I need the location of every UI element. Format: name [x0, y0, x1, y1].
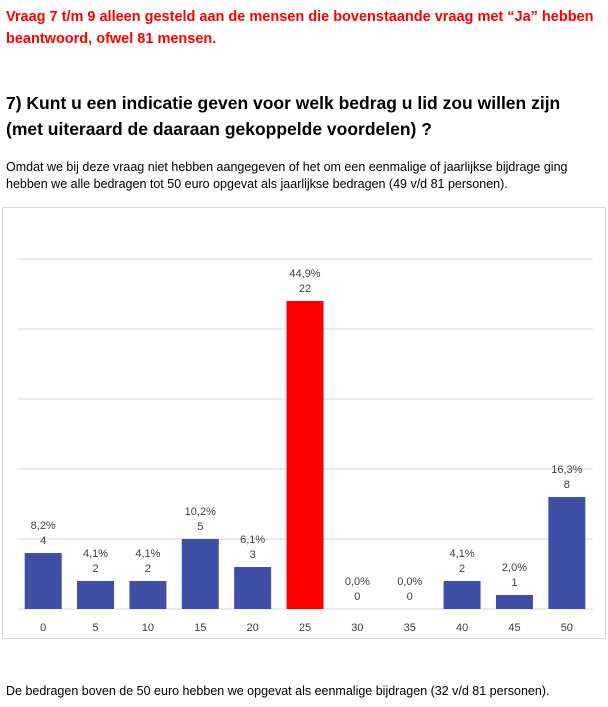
question-heading: 7) Kunt u een indicatie geven voor welk …	[6, 93, 561, 139]
bar-count-label-30: 0	[354, 591, 360, 603]
x-tick-label-0: 0	[40, 622, 46, 634]
bar-percent-label-40: 4,1%	[450, 548, 475, 560]
bar-percent-label-5: 4,1%	[83, 548, 108, 560]
x-tick-label-20: 20	[247, 622, 259, 634]
intro-paragraph: Omdat we bij deze vraag niet hebben aang…	[6, 160, 568, 191]
bar-percent-label-15: 10,2%	[185, 506, 216, 518]
x-tick-label-10: 10	[142, 622, 154, 634]
x-tick-label-5: 5	[92, 622, 98, 634]
bar-5	[77, 581, 115, 609]
bar-percent-label-25: 44,9%	[289, 268, 320, 280]
bar-25	[286, 301, 324, 609]
footer-paragraph: De bedragen boven de 50 euro hebben we o…	[6, 684, 550, 698]
bar-15	[181, 539, 219, 609]
bar-percent-label-10: 4,1%	[135, 548, 160, 560]
bar-count-label-45: 1	[511, 577, 517, 589]
bar-10	[129, 581, 167, 609]
bar-count-label-20: 3	[250, 549, 256, 561]
bar-45	[495, 595, 533, 609]
bar-count-label-0: 4	[40, 535, 46, 547]
x-tick-label-40: 40	[456, 622, 468, 634]
bar-20	[234, 567, 272, 609]
x-tick-label-30: 30	[351, 622, 363, 634]
bar-count-label-15: 5	[197, 521, 203, 533]
intro-text: Vraag 7 t/m 9 alleen gesteld aan de mens…	[6, 9, 594, 47]
bar-percent-label-30: 0,0%	[345, 576, 370, 588]
chart-frame: 8,2% 4 0 4,1% 2 5 4,1% 2 10 10,2% 5 15 6,1% 3 20 44,9% 2…	[2, 207, 606, 639]
bar-count-label-35: 0	[407, 591, 413, 603]
x-tick-label-45: 45	[508, 622, 520, 634]
bar-50	[548, 497, 586, 609]
x-tick-label-15: 15	[194, 622, 206, 634]
bar-percent-label-50: 16,3%	[551, 464, 582, 476]
bar-count-label-10: 2	[145, 563, 151, 575]
bar-percent-label-45: 2,0%	[502, 562, 527, 574]
bar-count-label-40: 2	[459, 563, 465, 575]
bar-chart: 8,2%404,1%254,1%21010,2%5156,1%32044,9%2…	[17, 258, 593, 634]
x-tick-label-25: 25	[299, 622, 311, 634]
bar-percent-label-35: 0,0%	[397, 576, 422, 588]
x-tick-label-50: 50	[561, 622, 573, 634]
bar-count-label-25: 22	[299, 283, 311, 295]
bar-percent-label-0: 8,2%	[31, 520, 56, 532]
bar-0	[24, 553, 62, 609]
x-tick-label-35: 35	[404, 622, 416, 634]
bar-40	[443, 581, 481, 609]
bar-count-label-5: 2	[92, 563, 98, 575]
bar-percent-label-20: 6,1%	[240, 534, 265, 546]
bar-count-label-50: 8	[564, 479, 570, 491]
